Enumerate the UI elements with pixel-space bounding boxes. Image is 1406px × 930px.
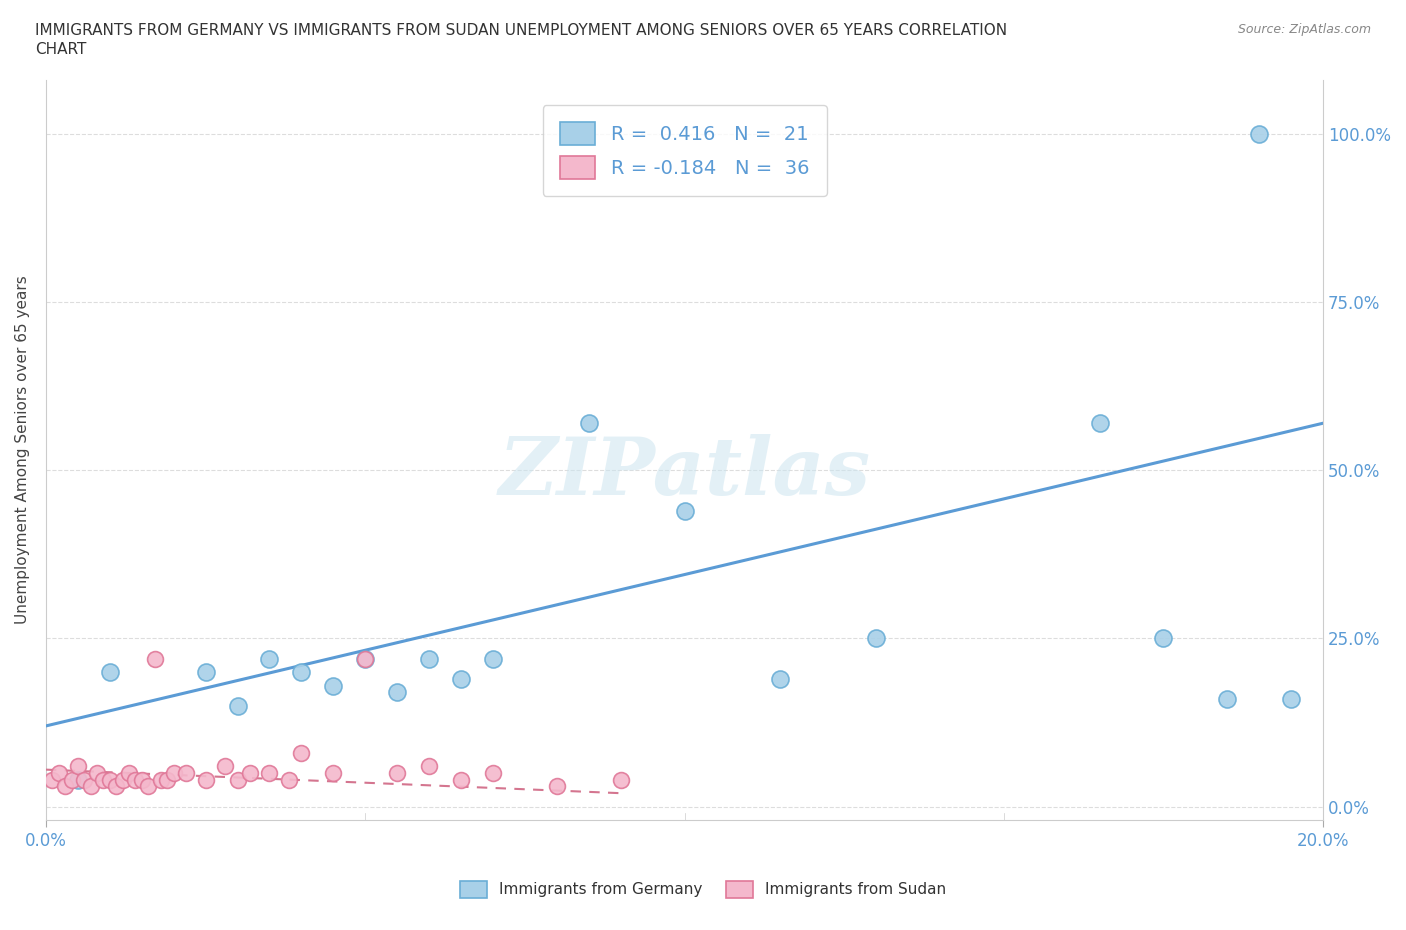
Point bbox=[66, 772, 89, 787]
Point bbox=[482, 765, 505, 780]
Point bbox=[354, 651, 377, 666]
Point bbox=[79, 779, 101, 794]
Point bbox=[93, 772, 115, 787]
Point bbox=[111, 772, 134, 787]
Point bbox=[194, 665, 217, 680]
Point bbox=[131, 772, 153, 787]
Point bbox=[546, 779, 568, 794]
Text: ZIPatlas: ZIPatlas bbox=[499, 433, 870, 512]
Point bbox=[322, 678, 344, 693]
Point bbox=[609, 772, 631, 787]
Y-axis label: Unemployment Among Seniors over 65 years: Unemployment Among Seniors over 65 years bbox=[15, 275, 30, 624]
Point bbox=[136, 779, 159, 794]
Text: Source: ZipAtlas.com: Source: ZipAtlas.com bbox=[1237, 23, 1371, 36]
Text: CHART: CHART bbox=[35, 42, 87, 57]
Point bbox=[48, 765, 70, 780]
Point bbox=[450, 772, 472, 787]
Point bbox=[259, 765, 281, 780]
Point bbox=[66, 759, 89, 774]
Legend: Immigrants from Germany, Immigrants from Sudan: Immigrants from Germany, Immigrants from… bbox=[454, 875, 952, 904]
Point bbox=[143, 651, 166, 666]
Point bbox=[277, 772, 299, 787]
Point bbox=[156, 772, 179, 787]
Point bbox=[769, 671, 792, 686]
Point bbox=[163, 765, 186, 780]
Point bbox=[1088, 416, 1111, 431]
Point bbox=[1153, 631, 1175, 646]
Point bbox=[1249, 126, 1271, 141]
Point bbox=[98, 772, 121, 787]
Point bbox=[322, 765, 344, 780]
Point bbox=[1216, 692, 1239, 707]
Point bbox=[73, 772, 96, 787]
Point bbox=[482, 651, 505, 666]
Text: IMMIGRANTS FROM GERMANY VS IMMIGRANTS FROM SUDAN UNEMPLOYMENT AMONG SENIORS OVER: IMMIGRANTS FROM GERMANY VS IMMIGRANTS FR… bbox=[35, 23, 1007, 38]
Point bbox=[118, 765, 141, 780]
Point bbox=[418, 651, 440, 666]
Point bbox=[259, 651, 281, 666]
Point bbox=[1279, 692, 1302, 707]
Point bbox=[41, 772, 63, 787]
Point bbox=[226, 698, 249, 713]
Point bbox=[149, 772, 172, 787]
Point bbox=[105, 779, 128, 794]
Point bbox=[290, 665, 312, 680]
Point bbox=[578, 416, 600, 431]
Point bbox=[124, 772, 146, 787]
Point bbox=[226, 772, 249, 787]
Point bbox=[418, 759, 440, 774]
Point bbox=[194, 772, 217, 787]
Point bbox=[385, 765, 408, 780]
Point bbox=[214, 759, 236, 774]
Point bbox=[865, 631, 887, 646]
Point bbox=[53, 779, 76, 794]
Point bbox=[290, 745, 312, 760]
Point bbox=[60, 772, 83, 787]
Point bbox=[450, 671, 472, 686]
Point bbox=[86, 765, 108, 780]
Point bbox=[176, 765, 198, 780]
Point bbox=[673, 503, 696, 518]
Legend: R =  0.416   N =  21, R = -0.184   N =  36: R = 0.416 N = 21, R = -0.184 N = 36 bbox=[543, 104, 827, 196]
Point bbox=[98, 665, 121, 680]
Point bbox=[385, 684, 408, 699]
Point bbox=[239, 765, 262, 780]
Point bbox=[354, 651, 377, 666]
